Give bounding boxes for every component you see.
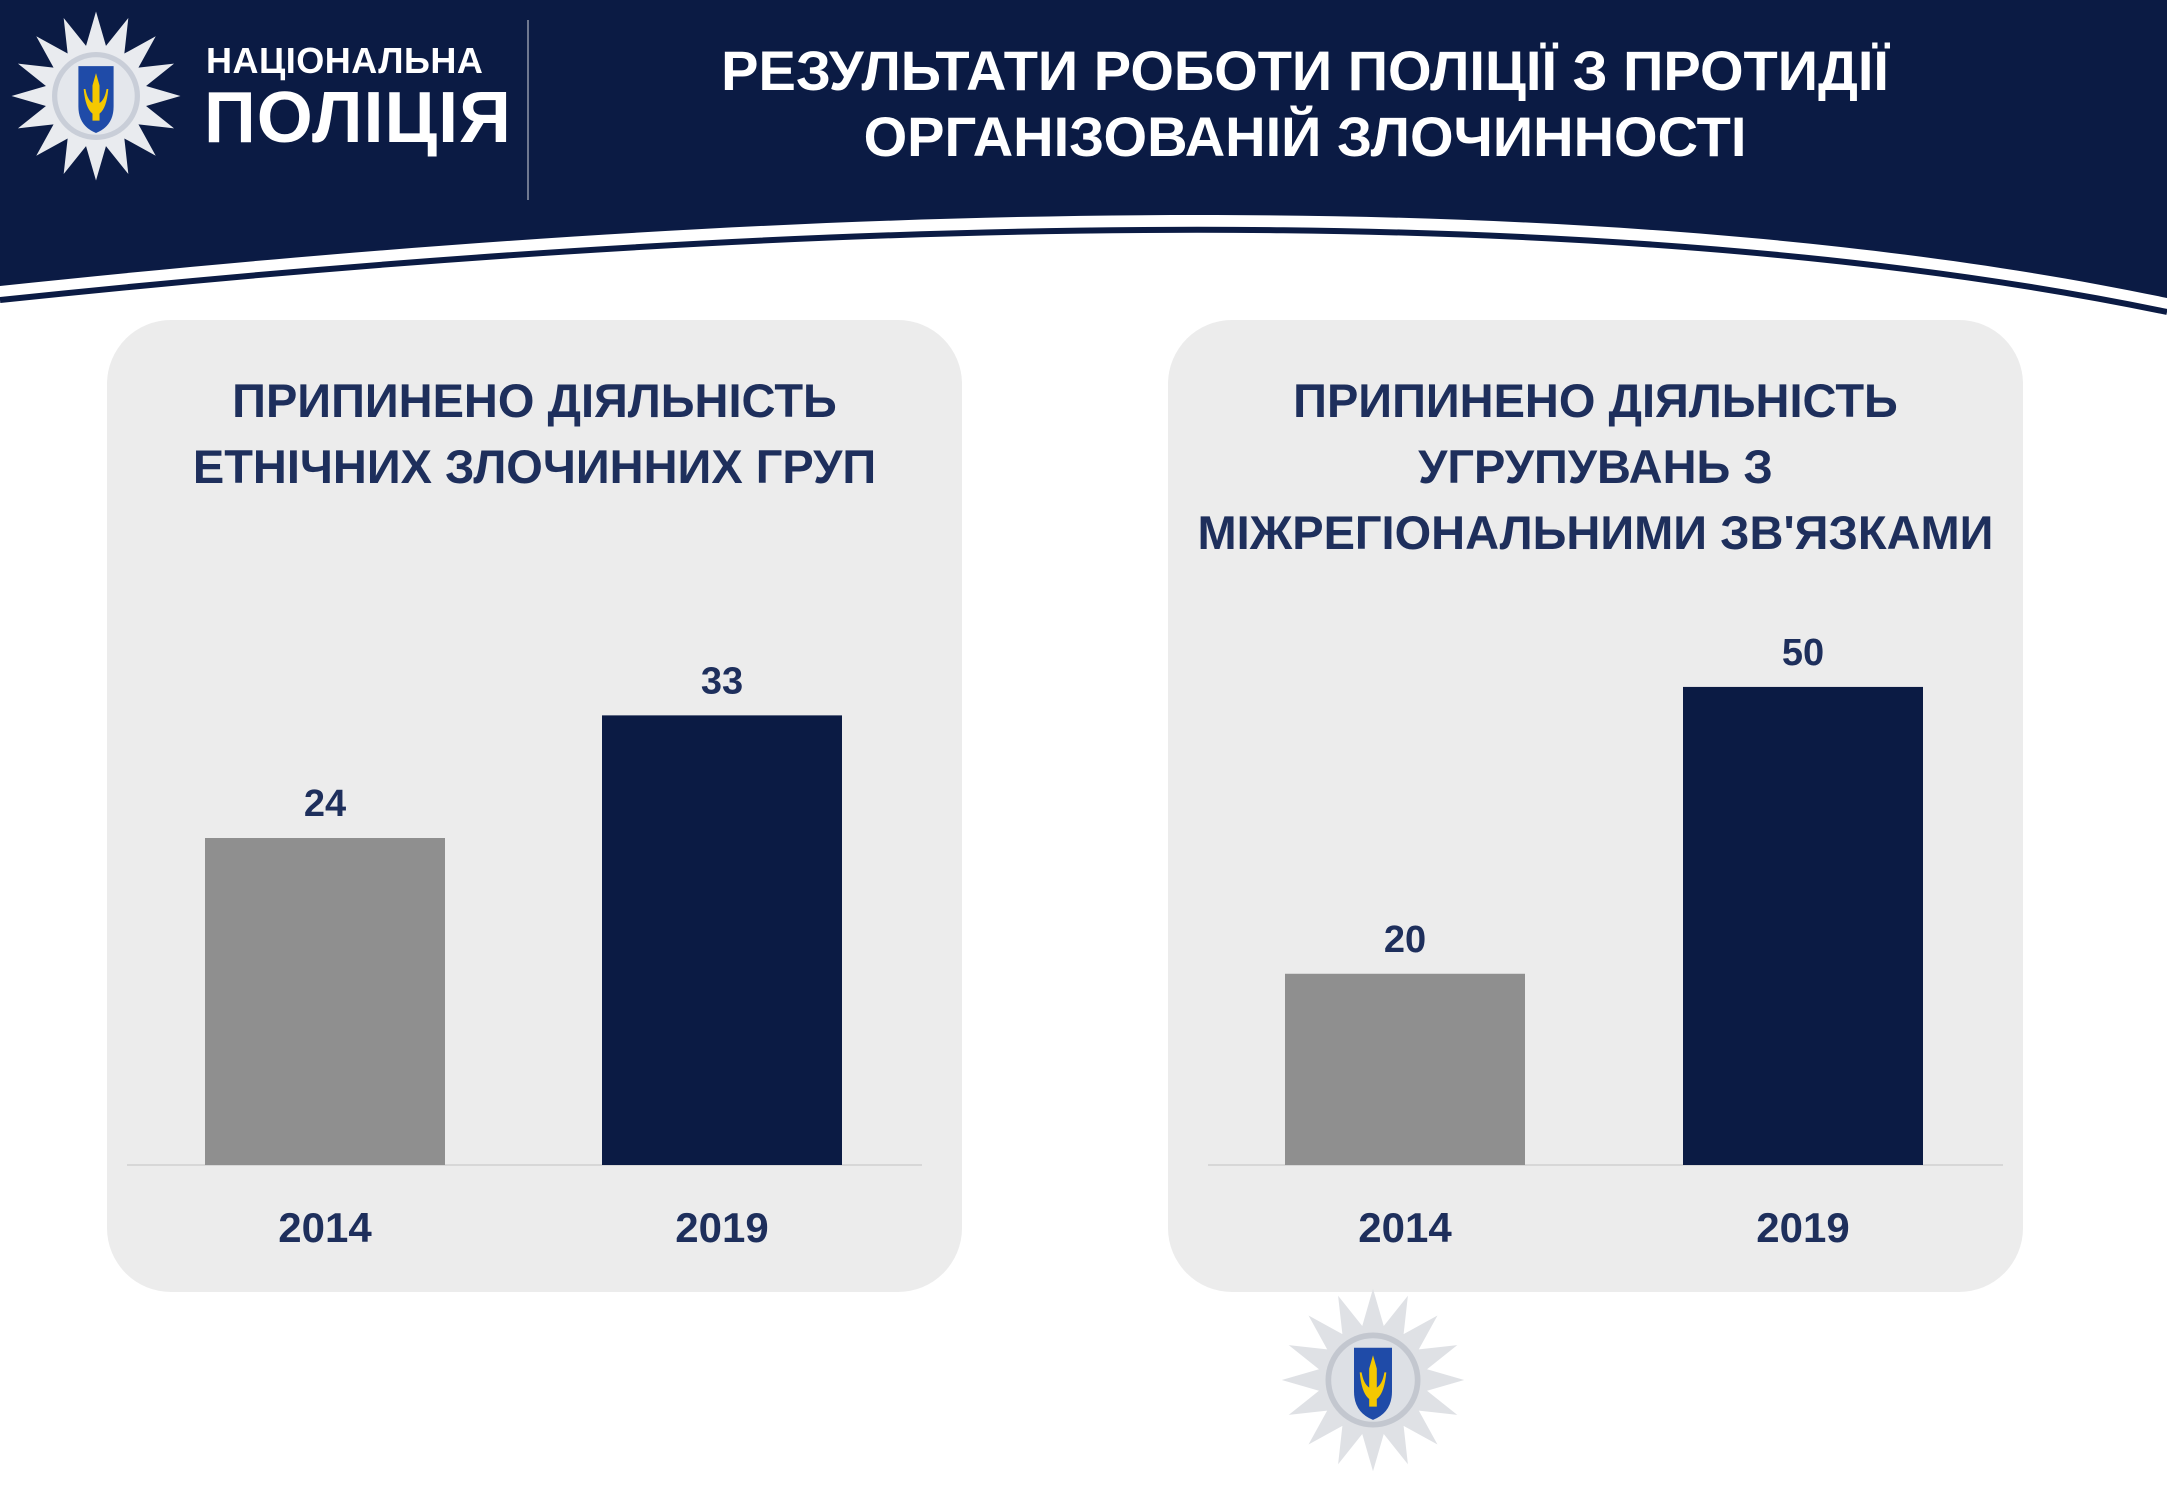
tick-label-2014: 2014 bbox=[1358, 1204, 1452, 1251]
header-divider bbox=[527, 20, 529, 200]
header-band bbox=[0, 0, 2167, 315]
bar-2019 bbox=[602, 715, 842, 1165]
police-star-badge-icon bbox=[1281, 1288, 1465, 1472]
tick-label-2014: 2014 bbox=[278, 1204, 372, 1251]
chart-title-right: ПРИПИНЕНО ДІЯЛЬНІСТЬ УГРУПУВАНЬ З МІЖРЕГ… bbox=[1197, 374, 1994, 559]
tick-label-2019: 2019 bbox=[1756, 1204, 1849, 1251]
bar-2014 bbox=[205, 838, 445, 1165]
police-star-badge-icon bbox=[11, 11, 181, 181]
page-title: РЕЗУЛЬТАТИ РОБОТИ ПОЛІЦІЇ З ПРОТИДІЇ ОРГ… bbox=[721, 39, 1889, 168]
tick-label-2019: 2019 bbox=[675, 1204, 768, 1251]
chart-title-left: ПРИПИНЕНО ДІЯЛЬНІСТЬ ЕТНІЧНИХ ЗЛОЧИННИХ … bbox=[192, 374, 877, 493]
chart-panel-right: 20 2014 50 2019 ПРИПИНЕНО ДІЯЛЬНІСТЬ УГРУПУ… bbox=[1168, 320, 2023, 1292]
bar-2019 bbox=[1683, 686, 1923, 1165]
data-label-2019: 33 bbox=[701, 660, 743, 702]
bar-2014 bbox=[1285, 973, 1525, 1165]
data-label-2014: 24 bbox=[304, 783, 346, 825]
data-label-2014: 20 bbox=[1384, 919, 1426, 961]
bar-chart-left: 24 2014 33 2019 bbox=[127, 660, 922, 1251]
data-label-2019: 50 bbox=[1782, 632, 1824, 674]
bar-chart-right: 20 2014 50 2019 bbox=[1208, 632, 2003, 1251]
chart-panel-left: 24 2014 33 2019 ПРИПИНЕНО ДІЯЛЬНІСТЬ ЕТНІЧН… bbox=[107, 320, 962, 1292]
brand-name-line1: НАЦІОНАЛЬНА bbox=[206, 40, 484, 81]
brand-name-line2: ПОЛІЦІЯ bbox=[204, 78, 512, 158]
